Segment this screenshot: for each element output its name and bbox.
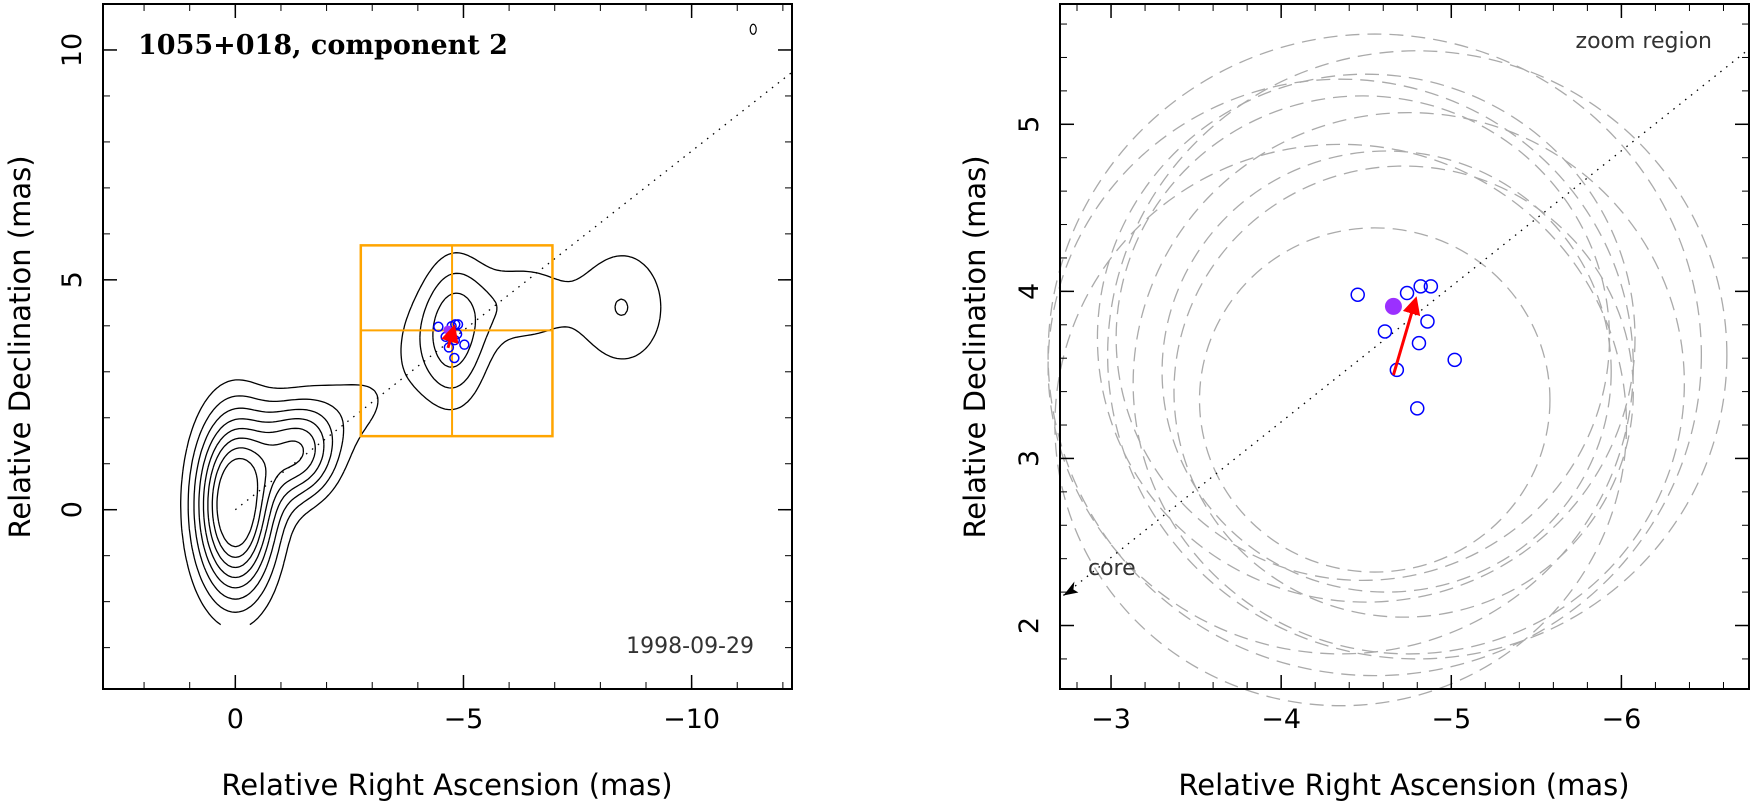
right-axis-ticks: −3 −4 −5 −6 2 3 4 5 [1014,4,1749,735]
error-circles [1047,33,1728,707]
y-tick-label: 0 [57,501,88,518]
filled-position-marker [1384,297,1402,315]
component-positions [433,23,757,364]
error-circle [1106,50,1728,660]
x-tick-label: −10 [663,704,720,735]
contour-level [198,418,325,589]
x-tick-label: −6 [1602,704,1642,735]
error-circle [1173,165,1634,618]
y-tick-label: 5 [57,271,88,288]
contour-level [202,427,316,579]
y-tick-label: 10 [57,33,88,67]
x-tick-label: −5 [1431,704,1471,735]
x-tick-label: −5 [444,704,484,735]
error-circle [1198,227,1551,573]
right-x-axis-label: Relative Right Ascension (mas) [1178,768,1629,802]
error-circle [1132,111,1686,655]
error-circle [1054,143,1628,707]
beam-ellipse [749,23,757,35]
contour-level [187,272,629,613]
x-tick-label: −4 [1261,704,1301,735]
left-plot-frame [102,3,793,690]
open-position-marker [1447,352,1462,368]
left-plot-title: 1055+018, component 2 [138,30,508,61]
y-tick-label: 3 [1014,450,1045,467]
open-position-marker [1413,279,1428,294]
open-position-marker [1350,287,1365,302]
x-tick-label: 0 [227,704,244,735]
contour-level [180,252,662,626]
core-direction-arrow [1063,581,1079,596]
core-label: core [1088,556,1136,581]
jet-axis [234,71,793,511]
error-circle [1047,33,1703,677]
right-plot-frame [1059,3,1750,690]
y-tick-label: 4 [1014,283,1045,300]
error-circle [1047,78,1634,655]
right-y-axis-label: Relative Declination (mas) [958,155,992,538]
x-tick-label: −3 [1091,704,1131,735]
open-position-marker [1420,314,1435,329]
left-x-axis-label: Relative Right Ascension (mas) [221,768,672,802]
contour-level [207,437,305,569]
y-tick-label: 5 [1014,116,1045,133]
open-position-marker [449,352,460,364]
error-circle [1115,95,1611,582]
open-position-marker [1423,279,1439,294]
jet-axis [1062,48,1750,596]
error-circle [1161,150,1612,593]
epoch-label: 1998-09-29 [626,634,754,659]
motion-arrow [441,324,459,349]
left-axis-ticks: 0 −5 −10 0 5 10 [57,3,792,735]
contour-map [180,252,662,626]
zoom-region-label: zoom region [1576,29,1712,54]
open-position-marker [1411,335,1427,351]
motion-arrow [1392,296,1421,376]
component-positions [1350,279,1462,416]
contour-level [193,292,477,600]
contour-level [211,447,267,559]
left-panel: 0 −5 −10 0 5 10 1055+018, component 2 1998-09… [3,3,793,802]
contour-level [216,457,259,548]
zoom-box-outline [359,244,554,438]
open-position-marker [1399,285,1415,301]
open-position-marker [1410,401,1425,416]
jet-axis-line [1062,48,1750,596]
jet-axis-line [234,71,793,511]
zoom-box [359,244,554,438]
error-circle [1096,73,1636,603]
y-tick-label: 2 [1014,617,1045,634]
open-position-marker [459,339,470,350]
left-y-axis-label: Relative Declination (mas) [3,155,37,538]
open-position-marker [1377,324,1393,339]
right-panel: −3 −4 −5 −6 2 3 4 5 zoom region core Relative R… [958,3,1750,802]
